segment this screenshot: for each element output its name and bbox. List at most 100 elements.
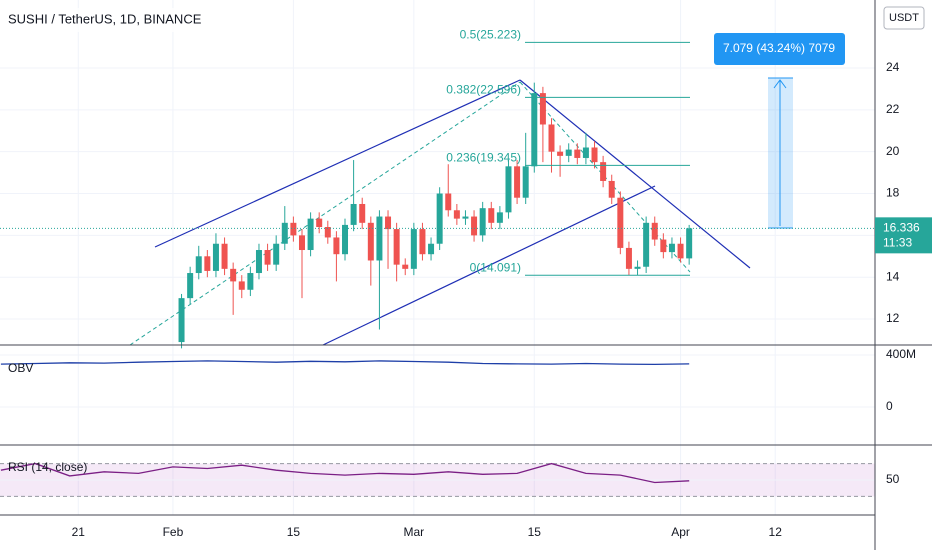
currency-button[interactable]	[883, 6, 925, 30]
x-tick-label: 12	[769, 525, 783, 539]
candle-body	[428, 243, 435, 255]
candle-body	[668, 243, 675, 253]
chart-title: SUSHI / TetherUS, 1D, BINANCE	[8, 11, 202, 26]
candle-body	[608, 180, 615, 198]
candle-body	[445, 193, 452, 211]
candle-body	[316, 218, 323, 228]
y-tick-label: 0	[886, 399, 893, 413]
title-bg	[2, 8, 212, 32]
candle-body	[462, 216, 469, 219]
y-tick-label: 20	[886, 144, 900, 158]
candle-body	[385, 216, 392, 230]
candle-body	[195, 256, 202, 274]
candle-body	[488, 208, 495, 223]
measure-label: 7.079 (43.24%) 7079	[723, 41, 835, 55]
candle-body	[686, 228, 693, 259]
candle-body	[496, 212, 503, 223]
candle-body	[324, 227, 331, 238]
candle-body	[230, 268, 237, 282]
candle-body	[505, 166, 512, 213]
obv-line	[0, 360, 690, 366]
candle-body	[617, 197, 624, 248]
candle-body	[255, 250, 262, 274]
x-tick-label: 15	[287, 525, 301, 539]
x-tick-label: Apr	[671, 525, 690, 539]
y-tick-label: 50	[886, 472, 900, 486]
candle-body	[221, 243, 228, 269]
candle-body	[333, 237, 340, 255]
candle-body	[539, 93, 546, 125]
obv-name: OBV	[8, 361, 33, 375]
candle-body	[651, 222, 658, 240]
drawings: 7.079 (43.24%) 7079	[129, 33, 845, 346]
y-tick-label: 24	[886, 60, 900, 74]
channel-lower	[322, 185, 656, 346]
last-price: 16.336	[883, 221, 920, 235]
candle-body	[634, 266, 641, 269]
y-tick-label: 22	[886, 102, 900, 116]
candle-body	[479, 208, 486, 236]
candle-body	[419, 229, 426, 255]
countdown: 11:33	[883, 236, 912, 250]
candle-body	[273, 243, 280, 265]
fib-label: 0.382(22.596)	[446, 83, 521, 97]
candle-body	[531, 93, 538, 167]
y-tick-label: 12	[886, 311, 900, 325]
candle-body	[376, 216, 383, 261]
candle-body	[307, 218, 314, 251]
y-tick-label: 14	[886, 269, 900, 283]
fib-trend	[129, 81, 521, 346]
candle-body	[359, 203, 366, 223]
candle-body	[625, 247, 632, 269]
candle-body	[281, 222, 288, 244]
rsi-name: RSI (14, close)	[8, 460, 87, 474]
candle-body	[453, 210, 460, 219]
candle-body	[660, 239, 667, 253]
candle-body	[565, 149, 572, 156]
candle-body	[514, 166, 521, 198]
candle-body	[436, 193, 443, 244]
measure-box	[714, 33, 845, 65]
candle-body	[187, 273, 194, 299]
fib-label: 0(14.091)	[470, 260, 521, 274]
candle-body	[522, 166, 529, 198]
measure-arrowhead	[773, 79, 787, 89]
candle-body	[342, 224, 349, 255]
candle-body	[600, 162, 607, 181]
candle-body	[238, 281, 245, 290]
x-tick-label: 15	[528, 525, 542, 539]
candle-body	[557, 151, 564, 156]
candle-body	[393, 229, 400, 265]
x-tick-label: Feb	[163, 525, 184, 539]
candle-body	[402, 264, 409, 269]
fib-label: 0.5(25.223)	[460, 28, 521, 42]
candle-body	[574, 149, 581, 158]
channel-upper	[154, 79, 521, 248]
candle-body	[582, 147, 589, 158]
y-tick-label: 400M	[886, 347, 916, 361]
x-tick-label: Mar	[404, 525, 425, 539]
trendline	[519, 79, 751, 269]
candle-body	[290, 222, 297, 236]
candle-body	[298, 235, 305, 251]
rsi-line	[0, 462, 690, 484]
candle-body	[264, 250, 271, 265]
fib-label: 0.236(19.345)	[446, 151, 521, 165]
candle-body	[350, 203, 357, 225]
currency[interactable]: USDT	[889, 12, 919, 24]
marks: 0.5(25.223) 0.382(22.596) 0.236(19.345) 0(1…	[0, 28, 875, 484]
candle-body	[367, 222, 374, 261]
x-tick-label: 21	[72, 525, 86, 539]
candle-body	[591, 147, 598, 163]
candle-body	[204, 256, 211, 271]
candle-body	[677, 243, 684, 259]
candle-body	[548, 124, 555, 152]
last-price-box	[875, 217, 932, 254]
candle-body	[471, 216, 478, 236]
candle-body	[212, 243, 219, 271]
candle-body	[643, 222, 650, 267]
candle-body	[178, 298, 185, 343]
y-tick-label: 18	[886, 186, 900, 200]
